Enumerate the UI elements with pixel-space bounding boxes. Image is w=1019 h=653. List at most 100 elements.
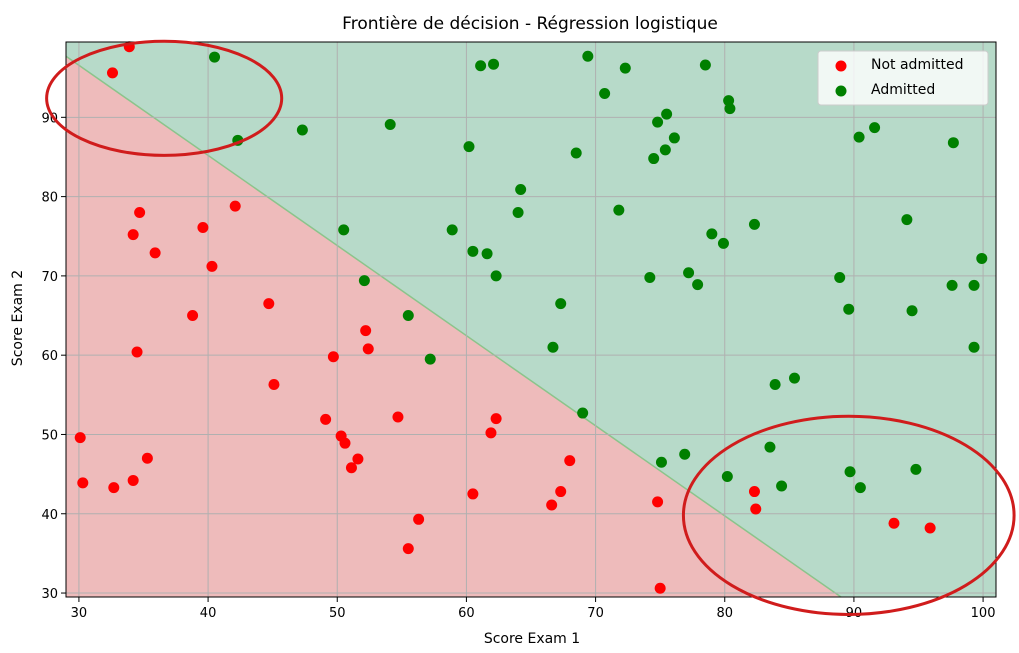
data-point xyxy=(206,260,218,272)
legend-label-not-admitted: Not admitted xyxy=(871,57,963,73)
data-point xyxy=(446,224,458,236)
data-point xyxy=(134,206,146,218)
chart-title: Frontière de décision - Régression logis… xyxy=(342,14,718,34)
data-point xyxy=(869,122,881,134)
y-axis-ticks: 30 40 50 60 70 80 90 xyxy=(41,111,66,602)
x-axis-label: Score Exam 1 xyxy=(484,631,580,647)
data-point xyxy=(77,477,89,489)
x-axis-ticks: 30 40 50 60 70 80 90 100 xyxy=(71,597,996,621)
data-point xyxy=(582,50,594,62)
data-point xyxy=(74,432,86,444)
data-point xyxy=(946,279,958,291)
data-point xyxy=(131,346,143,358)
data-point xyxy=(338,224,350,236)
data-point xyxy=(197,222,209,234)
data-point xyxy=(127,474,139,486)
data-point xyxy=(789,372,800,384)
data-point xyxy=(475,60,487,72)
data-point xyxy=(699,59,711,71)
data-point xyxy=(659,144,671,156)
annotation-ellipse xyxy=(45,39,284,157)
x-tick-label: 100 xyxy=(971,606,996,621)
legend-label-admitted: Admitted xyxy=(871,82,935,98)
data-point xyxy=(724,103,736,115)
data-point xyxy=(360,325,372,337)
data-point xyxy=(263,298,275,310)
y-tick-label: 70 xyxy=(41,270,58,285)
y-tick-label: 80 xyxy=(41,191,58,206)
data-point xyxy=(888,517,900,529)
series-not-admitted xyxy=(74,41,936,594)
data-point xyxy=(481,248,493,260)
data-point xyxy=(345,462,357,474)
annotation-circles xyxy=(45,39,1016,616)
data-point xyxy=(392,411,404,423)
data-point xyxy=(149,247,161,259)
x-tick-label: 60 xyxy=(458,606,475,621)
data-point xyxy=(268,379,280,391)
data-point xyxy=(976,252,988,264)
data-point xyxy=(141,452,153,464)
data-point xyxy=(834,271,846,283)
data-point xyxy=(644,271,656,283)
data-point xyxy=(619,62,631,74)
data-point xyxy=(764,441,776,453)
data-point xyxy=(947,137,959,149)
data-point xyxy=(564,455,576,467)
data-point xyxy=(424,353,436,365)
data-point xyxy=(655,456,667,468)
x-tick-label: 80 xyxy=(716,606,733,621)
data-point xyxy=(692,279,704,291)
data-point xyxy=(652,496,664,508)
data-point xyxy=(358,275,370,287)
data-point xyxy=(515,183,527,195)
data-point xyxy=(683,267,695,279)
data-point xyxy=(968,279,980,291)
data-point xyxy=(187,310,199,322)
data-point xyxy=(512,206,524,218)
data-point xyxy=(463,141,475,153)
data-point xyxy=(485,427,497,439)
data-points xyxy=(74,41,988,594)
data-point xyxy=(769,379,781,391)
data-point xyxy=(490,270,502,282)
x-tick-label: 50 xyxy=(329,606,346,621)
plot-frame xyxy=(65,41,997,598)
data-point xyxy=(384,118,396,130)
plot-area xyxy=(65,41,997,598)
data-point xyxy=(661,108,673,120)
data-point xyxy=(853,131,865,143)
data-point xyxy=(107,67,118,79)
data-point xyxy=(577,407,589,419)
data-point xyxy=(924,522,936,534)
data-point xyxy=(402,310,414,322)
data-point xyxy=(843,303,855,315)
legend-marker-admitted xyxy=(835,85,847,97)
data-point xyxy=(910,463,922,475)
data-point xyxy=(901,214,913,226)
data-point xyxy=(339,437,351,449)
data-point xyxy=(352,453,364,465)
data-point xyxy=(327,351,339,363)
data-point xyxy=(748,218,760,230)
y-tick-label: 90 xyxy=(41,111,58,126)
data-point xyxy=(320,413,332,425)
data-point xyxy=(648,153,660,165)
legend-box xyxy=(817,50,989,106)
data-point xyxy=(555,298,567,310)
series-admitted xyxy=(209,50,988,494)
annotation-ellipse xyxy=(681,414,1016,616)
data-point xyxy=(555,486,567,498)
decision-boundary-line xyxy=(65,55,842,598)
data-point xyxy=(229,200,241,212)
data-point xyxy=(679,448,691,460)
data-point xyxy=(854,482,866,494)
admitted-region xyxy=(66,42,996,597)
data-point xyxy=(402,543,414,555)
data-point xyxy=(706,228,718,240)
data-point xyxy=(209,51,221,63)
data-point xyxy=(613,204,625,216)
y-axis-label: Score Exam 2 xyxy=(10,270,26,366)
y-tick-label: 60 xyxy=(41,349,58,364)
data-point xyxy=(652,116,664,128)
